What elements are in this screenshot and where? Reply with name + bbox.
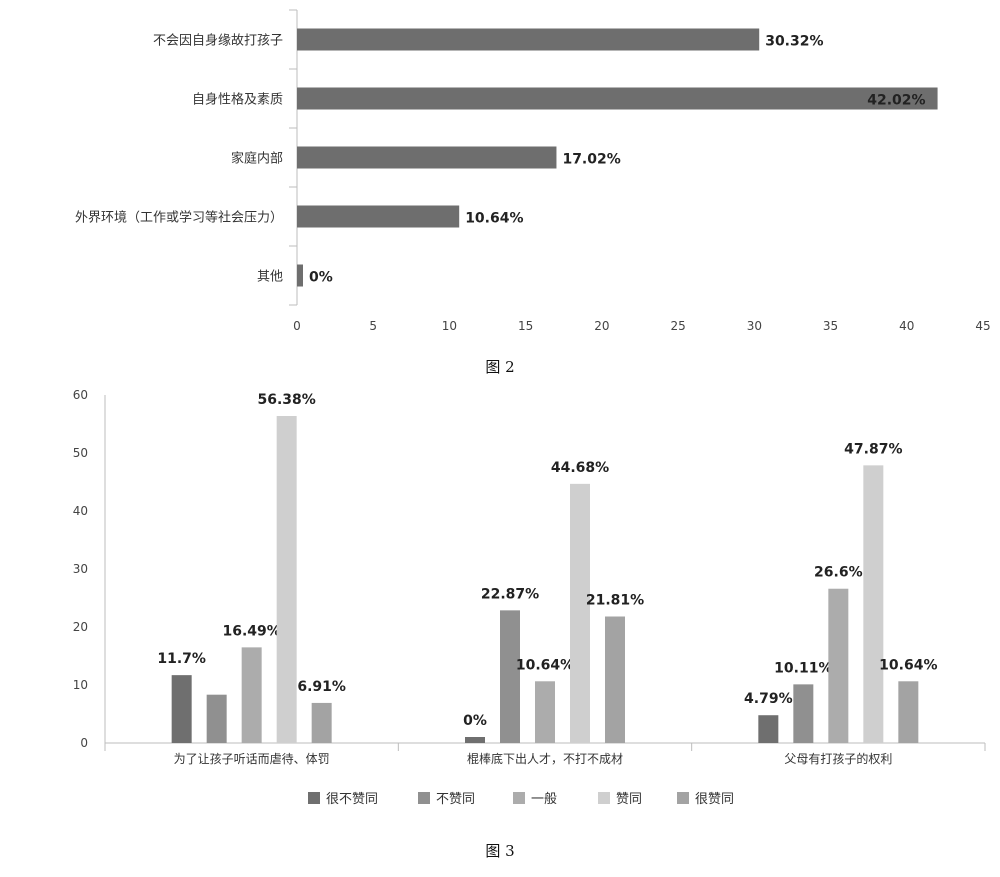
fig3-legend-label: 很不赞同	[326, 792, 378, 807]
fig3-bar	[206, 694, 227, 743]
fig3-legend-swatch	[418, 792, 430, 804]
fig2-bar	[297, 264, 303, 287]
fig3-legend-swatch	[677, 792, 689, 804]
fig3-data-label: 44.68%	[551, 460, 609, 476]
figure-2-caption: 图 2	[485, 358, 515, 376]
fig3-y-tick-label: 10	[73, 678, 88, 692]
fig3-bar	[171, 675, 192, 743]
fig3-category-label: 为了让孩子听话而虐待、体罚	[174, 752, 330, 766]
fig3-legend-swatch	[308, 792, 320, 804]
fig3-y-tick-label: 30	[73, 562, 88, 576]
fig3-y-tick-label: 20	[73, 620, 88, 634]
fig2-x-tick-label: 20	[594, 319, 609, 333]
fig3-bar	[500, 610, 520, 743]
fig2-data-label: 0%	[309, 270, 333, 286]
fig3-data-label: 56.38%	[258, 392, 316, 408]
fig2-bar	[297, 146, 557, 169]
fig3-bar	[276, 415, 297, 743]
fig3-data-label: 6.91%	[297, 679, 346, 695]
fig3-bar	[241, 647, 262, 743]
fig2-bar	[297, 87, 938, 110]
fig2-x-tick-label: 35	[823, 319, 838, 333]
fig2-x-tick-label: 10	[442, 319, 457, 333]
fig3-bar	[758, 715, 779, 743]
fig3-y-tick-label: 0	[80, 736, 88, 750]
fig3-bar	[535, 681, 555, 743]
fig2-bar	[297, 28, 760, 51]
fig2-x-tick-label: 0	[293, 319, 301, 333]
fig3-bar	[863, 465, 884, 743]
fig2-category-label: 家庭内部	[231, 151, 283, 167]
fig3-y-tick-label: 40	[73, 504, 88, 518]
fig3-y-tick-label: 60	[73, 388, 88, 402]
fig3-legend-label: 不赞同	[436, 792, 475, 807]
fig2-x-tick-label: 25	[670, 319, 685, 333]
fig3-legend-swatch	[513, 792, 525, 804]
fig2-data-label: 17.02%	[562, 152, 620, 168]
fig2-x-tick-label: 15	[518, 319, 533, 333]
fig2-category-label: 不会因自身缘故打孩子	[153, 33, 283, 49]
figure-2-bar-chart: 0 5 10 15 20 25 30 35 40 45 不会因自身缘故打孩子 30.32% 自身性格及素…	[75, 9, 991, 333]
fig3-data-label: 11.7%	[157, 651, 206, 667]
fig2-bar	[297, 205, 460, 228]
fig3-legend-label: 很赞同	[695, 792, 734, 807]
fig3-bar	[465, 737, 485, 743]
fig2-x-tick-label: 40	[899, 319, 914, 333]
fig2-category-label: 外界环境（工作或学习等社会压力）	[75, 210, 283, 226]
fig3-data-label: 10.64%	[516, 657, 574, 673]
fig3-data-label: 10.11%	[774, 660, 832, 676]
fig3-data-label: 26.6%	[814, 565, 863, 581]
fig2-category-label: 其他	[257, 270, 283, 285]
fig3-data-label: 0%	[463, 713, 487, 729]
fig3-legend-swatch	[598, 792, 610, 804]
fig2-x-tick-label: 45	[975, 319, 990, 333]
fig3-bar	[570, 483, 590, 743]
fig3-bar	[793, 684, 814, 743]
fig3-bar	[898, 681, 919, 743]
fig3-bar	[605, 616, 625, 743]
figure-3-caption: 图 3	[485, 842, 515, 860]
fig3-bar	[828, 588, 849, 743]
fig3-data-label: 47.87%	[844, 441, 902, 457]
fig3-data-label: 22.87%	[481, 586, 539, 602]
fig3-bar	[311, 702, 332, 743]
fig3-legend-label: 一般	[531, 791, 557, 807]
fig3-data-label: 21.81%	[586, 593, 644, 609]
fig2-data-label: 30.32%	[765, 34, 823, 50]
fig2-data-label: 10.64%	[465, 211, 523, 227]
fig2-x-tick-label: 30	[747, 319, 762, 333]
fig3-data-label: 16.49%	[223, 623, 281, 639]
fig3-category-label: 棍棒底下出人才，不打不成材	[467, 751, 623, 766]
fig3-data-label: 10.64%	[879, 657, 937, 673]
fig2-data-label: 42.02%	[867, 93, 925, 109]
fig3-legend-label: 赞同	[616, 792, 642, 807]
fig3-category-label: 父母有打孩子的权利	[784, 751, 892, 766]
fig3-data-label: 4.79%	[744, 691, 793, 707]
fig3-y-tick-label: 50	[73, 446, 88, 460]
fig2-category-label: 自身性格及素质	[192, 92, 283, 108]
fig2-x-tick-label: 5	[369, 319, 377, 333]
figure-3-grouped-bar-chart: 0 10 20 30 40 50 60 为了让孩子听话而虐待、体罚 11.7% 16.49% 56.…	[73, 388, 986, 807]
